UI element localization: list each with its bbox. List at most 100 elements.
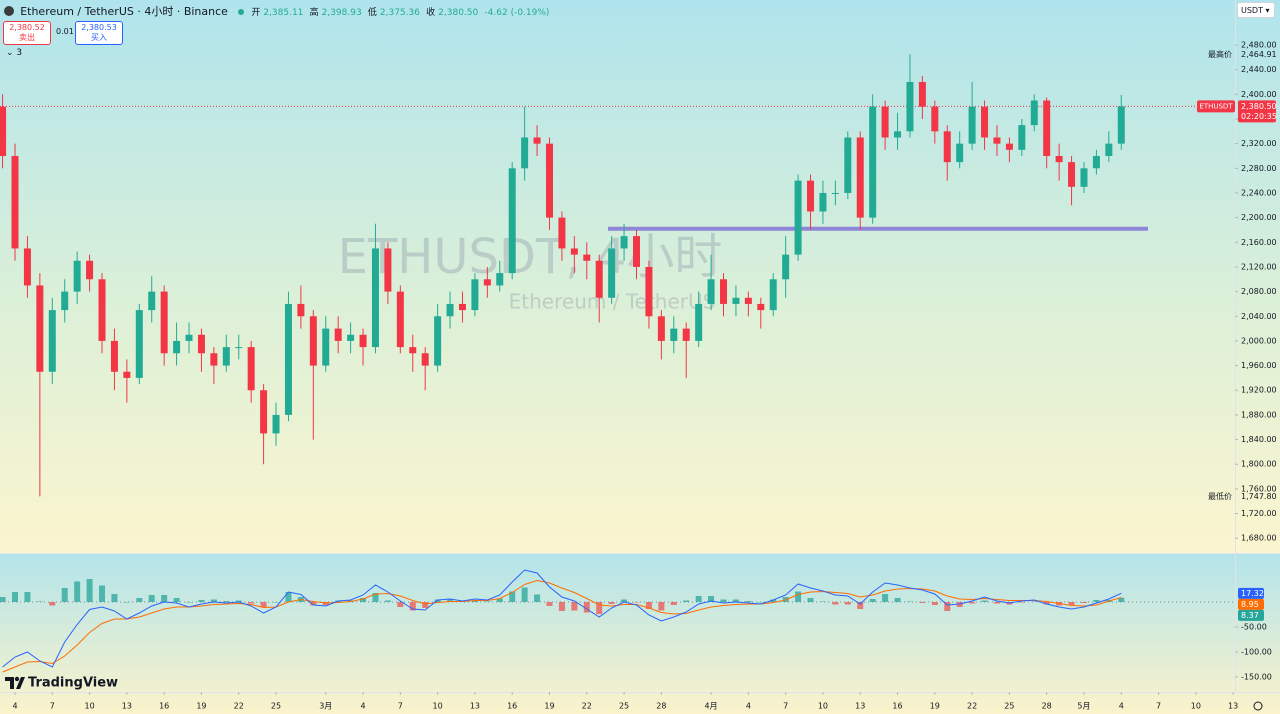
macd-histogram-bar bbox=[832, 602, 839, 605]
x-tick-label: 25 bbox=[1004, 702, 1014, 711]
candle-body bbox=[981, 106, 989, 138]
close-label: 收 bbox=[426, 8, 436, 18]
candle-body bbox=[1068, 162, 1076, 187]
candle-body bbox=[695, 303, 703, 341]
candle-body bbox=[347, 334, 355, 341]
macd-histogram-bar bbox=[844, 602, 851, 605]
x-tick-label: 25 bbox=[619, 702, 629, 711]
macd-histogram-bar bbox=[1118, 597, 1125, 602]
candle-body bbox=[533, 137, 541, 144]
high-label: 高 bbox=[309, 8, 319, 18]
macd-histogram-bar bbox=[210, 599, 217, 602]
macd-histogram-bar bbox=[248, 602, 255, 604]
candle-body bbox=[471, 279, 479, 311]
x-tick-label: 13 bbox=[1228, 702, 1238, 711]
macd-histogram-bar bbox=[633, 602, 640, 603]
macd-histogram-bar bbox=[384, 600, 391, 602]
macd-histogram-bar bbox=[658, 602, 665, 611]
macd-histogram-bar bbox=[944, 602, 951, 611]
x-tick-label: 10 bbox=[433, 702, 443, 711]
macd-value-label: 8.95 bbox=[1241, 600, 1259, 609]
macd-value-label: 17.32 bbox=[1241, 589, 1264, 598]
y-tick-label: 1,800.00 bbox=[1241, 460, 1277, 469]
candle-body bbox=[496, 273, 504, 286]
candle-body bbox=[235, 347, 243, 349]
macd-value-box bbox=[1238, 598, 1264, 610]
candle-body bbox=[284, 303, 292, 415]
candle-body bbox=[23, 248, 31, 286]
change-value: -4.62 (-0.19%) bbox=[484, 8, 550, 18]
candle-body bbox=[744, 297, 752, 304]
last-price-name-box bbox=[1197, 100, 1235, 113]
x-tick-label: 13 bbox=[470, 702, 480, 711]
candle-body bbox=[595, 260, 603, 298]
symbol-icon bbox=[4, 6, 14, 16]
candle-body bbox=[583, 254, 591, 261]
macd-histogram-bar bbox=[981, 600, 988, 602]
currency-selector[interactable]: USDT ▾ bbox=[1237, 2, 1275, 18]
price-marker-name: 最低价 bbox=[1208, 491, 1232, 501]
candle-body bbox=[757, 303, 765, 311]
last-price-name: ETHUSDT bbox=[1199, 102, 1233, 110]
market-status bbox=[238, 9, 245, 15]
last-price-value: 2,380.50 bbox=[1241, 102, 1277, 111]
macd-histogram-bar bbox=[310, 602, 317, 606]
macd-histogram-bar bbox=[223, 601, 230, 602]
macd-histogram-bar bbox=[683, 600, 690, 602]
candle-body bbox=[769, 279, 777, 311]
symbol-title[interactable]: Ethereum / TetherUS · 4小时 · Binance bbox=[20, 5, 228, 18]
candle-body bbox=[421, 353, 429, 366]
y-tick-label: 2,120.00 bbox=[1241, 262, 1277, 271]
candle-body bbox=[371, 248, 379, 348]
candle-body bbox=[61, 291, 69, 311]
macd-y-tick-label: -150.00 bbox=[1241, 673, 1272, 682]
macd-histogram-bar bbox=[770, 599, 777, 602]
macd-histogram-bar bbox=[123, 602, 130, 603]
candle-body bbox=[359, 334, 367, 348]
sell-button[interactable]: 2,380.52 卖出 bbox=[3, 21, 51, 45]
indicators-toggle[interactable]: ⌄ 3 bbox=[6, 48, 23, 58]
macd-histogram-bar bbox=[260, 602, 267, 608]
x-tick-label: 13 bbox=[122, 702, 132, 711]
y-tick-label: 2,440.00 bbox=[1241, 65, 1277, 74]
candle-body bbox=[844, 137, 852, 193]
brand-logo: TradingView bbox=[5, 676, 118, 691]
y-tick-label: 1,760.00 bbox=[1241, 484, 1277, 493]
x-tick-label: 19 bbox=[544, 702, 554, 711]
macd-value-box bbox=[1238, 587, 1264, 599]
brand-icon-dot bbox=[14, 676, 20, 682]
x-tick-label: 19 bbox=[196, 702, 206, 711]
y-tick-label: 2,200.00 bbox=[1241, 213, 1277, 222]
brand-icon bbox=[5, 677, 25, 689]
open-label: 开 bbox=[251, 8, 261, 18]
candle-body bbox=[657, 316, 665, 341]
candle-body bbox=[334, 328, 342, 341]
macd-histogram-bar bbox=[136, 598, 143, 602]
candle-body bbox=[322, 328, 330, 366]
candle-body bbox=[993, 137, 1001, 144]
candle-body bbox=[608, 248, 616, 298]
candle-body bbox=[135, 310, 143, 378]
macd-line bbox=[2, 569, 1122, 668]
macd-histogram-bar bbox=[186, 602, 193, 603]
x-tick-label: 10 bbox=[818, 702, 828, 711]
sell-price: 2,380.52 bbox=[9, 23, 45, 32]
candle-body bbox=[707, 279, 715, 304]
y-tick-label: 2,160.00 bbox=[1241, 238, 1277, 247]
settings-icon[interactable] bbox=[1253, 701, 1263, 711]
candle-body bbox=[670, 328, 678, 341]
candle-body bbox=[148, 291, 156, 311]
macd-y-tick-label: -50.00 bbox=[1241, 623, 1267, 632]
macd-histogram-bar bbox=[422, 602, 429, 608]
candle-body bbox=[682, 328, 690, 341]
macd-histogram-bar bbox=[670, 602, 677, 605]
buy-button[interactable]: 2,380.53 买入 bbox=[75, 21, 123, 45]
low-value: 2,375.36 bbox=[379, 8, 420, 18]
candle-body bbox=[483, 279, 491, 286]
candle-body bbox=[185, 334, 193, 341]
candle-body bbox=[0, 106, 7, 156]
price-marker-name: 最高价 bbox=[1208, 49, 1232, 59]
candle-body bbox=[1030, 100, 1038, 126]
y-tick-label: 1,840.00 bbox=[1241, 435, 1277, 444]
candle-body bbox=[272, 414, 280, 434]
